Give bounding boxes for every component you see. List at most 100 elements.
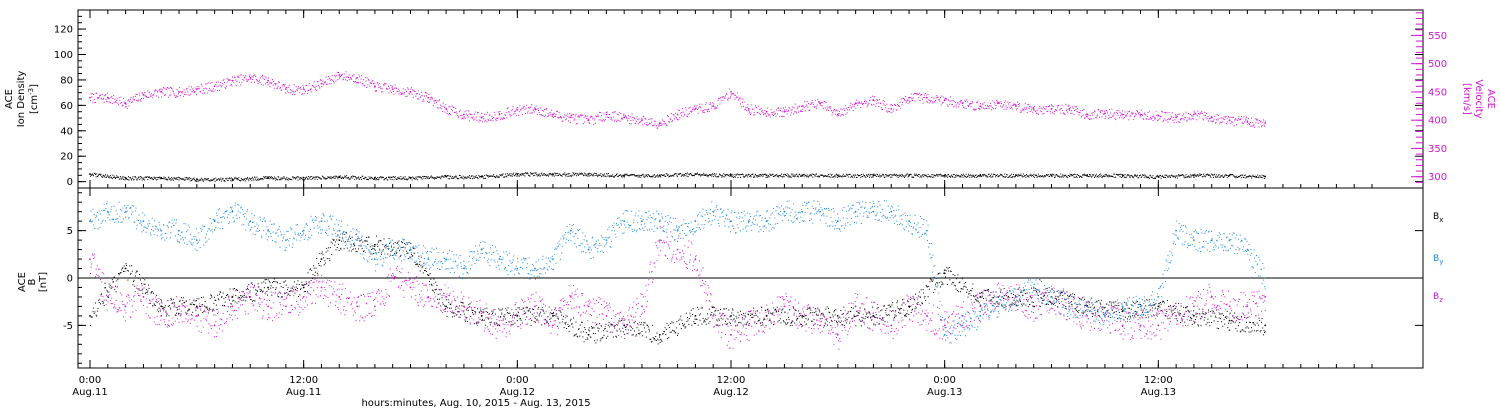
- density-series-dot: [98, 175, 99, 176]
- velocity-series-dot: [1014, 103, 1015, 104]
- velocity-series-dot: [784, 116, 785, 117]
- density-series-dot: [1012, 176, 1013, 177]
- bz-series-dot: [108, 295, 109, 296]
- density-series-dot: [862, 176, 863, 177]
- bz-series-dot: [486, 317, 487, 318]
- velocity-series-dot: [525, 113, 526, 114]
- velocity-series-dot: [260, 77, 261, 78]
- density-series-dot: [920, 177, 921, 178]
- bz-series-point: [232, 306, 234, 308]
- bz-series-dot: [126, 296, 127, 297]
- velocity-series-dot: [940, 97, 941, 98]
- velocity-series-dot: [1189, 118, 1190, 119]
- velocity-series-dot: [592, 119, 593, 120]
- bz-series-dot: [372, 292, 373, 293]
- density-series-dot: [1030, 174, 1031, 175]
- density-series-dot: [731, 174, 732, 175]
- velocity-series-dot: [1057, 107, 1058, 108]
- density-series-dot: [104, 177, 105, 178]
- velocity-series-dot: [1095, 111, 1096, 112]
- bz-series-dot: [492, 334, 493, 335]
- bz-series-dot: [321, 275, 322, 276]
- velocity-series-dot: [1007, 107, 1008, 108]
- bz-series-dot: [391, 275, 392, 276]
- density-series-dot: [548, 176, 549, 177]
- velocity-series-dot: [492, 118, 493, 119]
- density-series-dot: [177, 177, 178, 178]
- velocity-series-dot: [367, 84, 368, 85]
- density-series-dot: [683, 176, 684, 177]
- density-series-dot: [607, 176, 608, 177]
- density-series-dot: [522, 174, 523, 175]
- bz-series-dot: [299, 312, 300, 313]
- velocity-series-dot: [794, 107, 795, 108]
- density-series-dot: [780, 175, 781, 176]
- density-series-dot: [1022, 175, 1023, 176]
- density-series-dot: [600, 173, 601, 174]
- velocity-series-dot: [925, 93, 926, 94]
- density-series-dot: [339, 177, 340, 178]
- bz-series-dot: [323, 281, 324, 282]
- velocity-series-dot: [576, 114, 577, 115]
- bz-series-dot: [281, 314, 282, 315]
- velocity-series-dot: [779, 116, 780, 117]
- bz-series-dot: [246, 296, 247, 297]
- density-series-dot: [1135, 175, 1136, 176]
- velocity-series-dot: [1075, 109, 1076, 110]
- velocity-series-dot: [791, 110, 792, 111]
- bz-series-dot: [449, 295, 450, 296]
- velocity-series-dot: [644, 123, 645, 124]
- velocity-series-dot: [858, 103, 859, 104]
- density-series-dot: [240, 180, 241, 181]
- density-series-dot: [228, 180, 229, 181]
- density-series-dot: [807, 175, 808, 176]
- velocity-series-dot: [862, 104, 863, 105]
- velocity-series-dot: [748, 104, 749, 105]
- bz-series-dot: [420, 301, 421, 302]
- velocity-series-dot: [1133, 119, 1134, 120]
- density-series-dot: [230, 178, 231, 179]
- density-series-dot: [812, 174, 813, 175]
- velocity-series-dot: [365, 77, 366, 78]
- density-series-dot: [448, 178, 449, 179]
- density-series-dot: [412, 177, 413, 178]
- density-series-dot: [1073, 177, 1074, 178]
- density-series-dot: [637, 175, 638, 176]
- bz-series-dot: [591, 315, 592, 316]
- bz-series-point: [321, 287, 323, 289]
- velocity-series-dot: [531, 104, 532, 105]
- density-series-dot: [791, 174, 792, 175]
- density-series-dot: [1048, 174, 1049, 175]
- velocity-series-dot: [1232, 117, 1233, 118]
- density-series-dot: [986, 175, 987, 176]
- velocity-series-dot: [714, 107, 715, 108]
- bz-series-dot: [113, 307, 114, 308]
- velocity-series-dot: [739, 97, 740, 98]
- density-series-dot: [91, 174, 92, 175]
- velocity-series-dot: [394, 94, 395, 95]
- density-series-dot: [176, 179, 177, 180]
- velocity-series-dot: [268, 78, 269, 79]
- velocity-series-dot: [698, 113, 699, 114]
- velocity-series-dot: [667, 125, 668, 126]
- velocity-series-dot: [332, 75, 333, 76]
- bz-series-dot: [345, 288, 346, 289]
- bz-series-dot: [152, 306, 153, 307]
- velocity-series-dot: [518, 107, 519, 108]
- bottom-left-tick-label: -5: [63, 321, 73, 332]
- bz-series-dot: [410, 283, 411, 284]
- density-series-dot: [828, 174, 829, 175]
- velocity-series-dot: [529, 113, 530, 114]
- density-series-dot: [746, 175, 747, 176]
- bz-series-dot: [520, 324, 521, 325]
- density-series-dot: [676, 173, 677, 174]
- bz-series-dot: [374, 315, 375, 316]
- density-series-dot: [647, 174, 648, 175]
- bz-series-dot: [290, 312, 291, 313]
- density-series-dot: [634, 175, 635, 176]
- velocity-series-dot: [302, 93, 303, 94]
- bz-series-dot: [508, 324, 509, 325]
- density-series-dot: [854, 177, 855, 178]
- velocity-series-dot: [816, 108, 817, 109]
- velocity-series-dot: [428, 102, 429, 103]
